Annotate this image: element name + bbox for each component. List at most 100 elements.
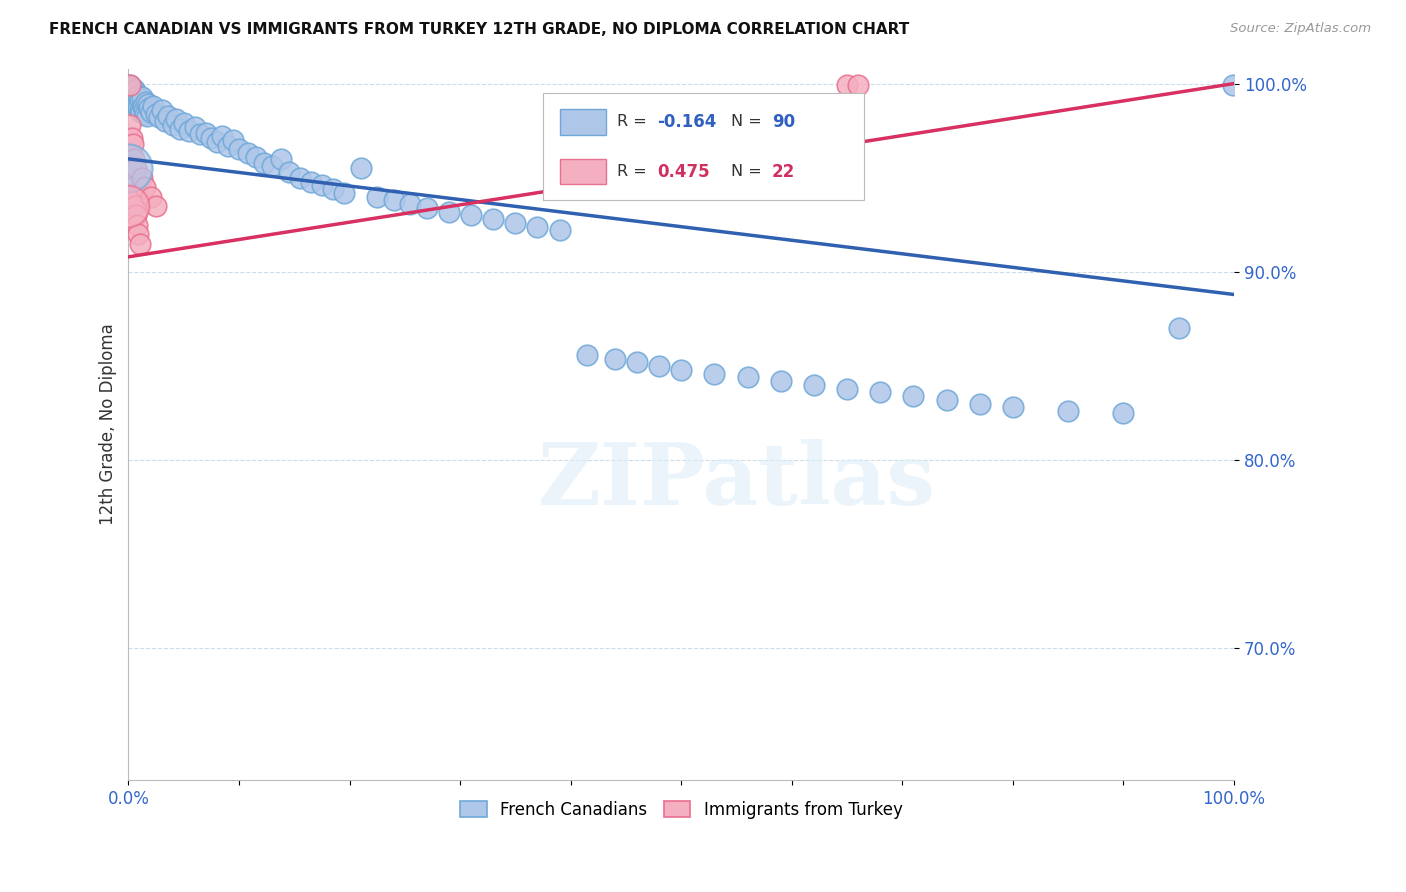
Text: R =: R = (617, 164, 652, 179)
Point (253, 155, 276, 169)
Text: 90: 90 (772, 113, 794, 131)
Point (669, 363, 692, 377)
Point (145, 106, 167, 120)
Point (125, 208, 148, 222)
FancyBboxPatch shape (560, 159, 606, 185)
Point (134, 180, 156, 194)
Point (846, 78, 869, 93)
Point (416, 201, 439, 215)
Point (333, 186, 356, 200)
Point (162, 118, 184, 132)
Point (222, 133, 245, 147)
Point (803, 377, 825, 392)
Point (134, 106, 156, 120)
Point (120, 157, 142, 171)
Point (120, 80, 142, 95)
Point (118, 78, 141, 93)
Point (138, 101, 160, 115)
Point (122, 189, 145, 203)
Point (120, 84, 142, 98)
Point (648, 359, 671, 373)
FancyBboxPatch shape (543, 94, 863, 200)
Point (626, 355, 648, 369)
Point (262, 160, 284, 174)
Point (526, 219, 548, 234)
Point (703, 367, 725, 381)
Point (127, 227, 149, 242)
Point (127, 101, 149, 115)
Point (117, 161, 139, 176)
Text: Source: ZipAtlas.com: Source: ZipAtlas.com (1230, 22, 1371, 36)
Text: ZIPatlas: ZIPatlas (537, 440, 935, 524)
Point (135, 95, 157, 110)
Point (118, 78, 141, 93)
Point (548, 223, 571, 237)
Point (124, 95, 146, 110)
Point (1001, 401, 1024, 415)
Point (903, 389, 925, 403)
Point (228, 143, 250, 157)
Point (142, 99, 165, 113)
Point (737, 370, 759, 384)
Y-axis label: 12th Grade, No Diploma: 12th Grade, No Diploma (100, 324, 117, 525)
Point (769, 374, 792, 388)
Point (1112, 406, 1135, 420)
Point (460, 208, 482, 222)
Point (128, 236, 150, 251)
Point (125, 97, 148, 112)
Point (194, 126, 217, 140)
Text: -0.164: -0.164 (657, 113, 716, 131)
Point (128, 103, 150, 117)
Point (245, 150, 267, 164)
Point (121, 169, 143, 183)
Point (131, 89, 153, 103)
Point (311, 178, 333, 193)
Point (169, 121, 191, 136)
Point (184, 120, 207, 134)
Point (139, 189, 162, 203)
Point (150, 103, 173, 117)
Point (366, 189, 388, 203)
Point (127, 87, 149, 102)
Point (179, 123, 201, 137)
Point (1167, 321, 1189, 335)
Point (131, 170, 153, 185)
Point (138, 97, 160, 112)
Point (132, 99, 155, 113)
Point (132, 103, 155, 117)
Point (139, 104, 162, 119)
Point (120, 146, 142, 161)
Text: R =: R = (617, 114, 652, 129)
Point (127, 94, 149, 108)
Point (288, 170, 311, 185)
Point (145, 199, 167, 213)
Point (188, 128, 211, 142)
Point (935, 392, 957, 407)
Point (153, 114, 176, 128)
Point (136, 109, 159, 123)
Point (117, 199, 139, 213)
Point (299, 174, 322, 188)
Point (122, 82, 145, 96)
Point (122, 136, 145, 151)
Point (122, 94, 145, 108)
FancyBboxPatch shape (560, 109, 606, 135)
Point (236, 146, 259, 161)
Point (217, 138, 239, 153)
Point (121, 131, 143, 145)
Legend: French Canadians, Immigrants from Turkey: French Canadians, Immigrants from Turkey (453, 794, 910, 825)
Point (127, 99, 149, 113)
Point (835, 382, 858, 396)
Point (165, 112, 187, 127)
Point (505, 216, 527, 230)
Point (125, 89, 148, 103)
Point (349, 161, 371, 176)
Point (869, 385, 891, 400)
Point (125, 161, 148, 176)
Point (969, 397, 991, 411)
Text: N =: N = (731, 114, 766, 129)
Text: N =: N = (731, 164, 766, 179)
Point (205, 135, 228, 149)
Point (124, 199, 146, 213)
Point (124, 84, 146, 98)
